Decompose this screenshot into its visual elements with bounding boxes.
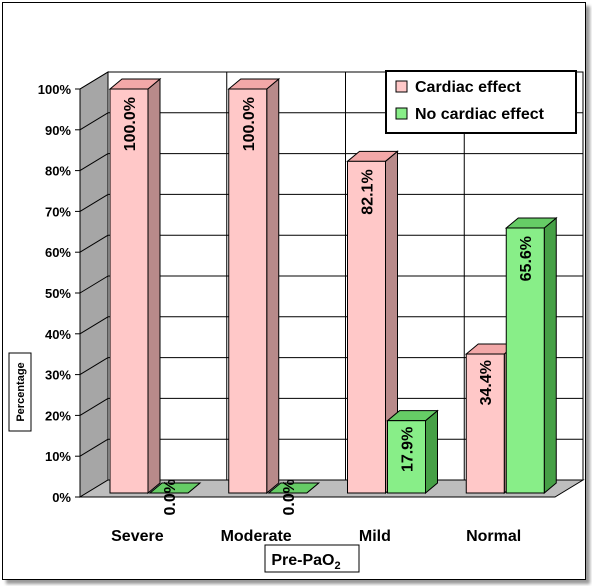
bar-front xyxy=(465,353,505,494)
bar-normal-no-cardiac-effect xyxy=(504,216,558,495)
bar-side xyxy=(425,409,438,495)
bar-front xyxy=(347,160,386,494)
bar-front xyxy=(109,88,149,494)
bar-top xyxy=(148,482,202,494)
gridline-side xyxy=(79,316,109,335)
y-axis-label: Percentage xyxy=(8,352,32,432)
x-tick-label: Moderate xyxy=(221,528,292,545)
bar-mild-no-cardiac-effect xyxy=(386,409,439,495)
data-label: 82.1% xyxy=(360,169,377,214)
bar-moderate-cardiac-effect xyxy=(227,77,281,495)
bar-top xyxy=(267,482,321,494)
legend-box xyxy=(385,70,577,134)
data-label: 65.6% xyxy=(518,236,535,281)
legend-swatch xyxy=(395,107,408,120)
y-axis-label-text: Percentage xyxy=(15,362,27,421)
gridline-side xyxy=(79,234,109,253)
x-axis-label-subscript: 2 xyxy=(335,560,341,572)
bar-severe-cardiac-effect xyxy=(108,77,162,495)
bars xyxy=(108,77,558,495)
x-axis-ticks: Severe Moderate Mild Normal xyxy=(111,528,521,545)
gridline-side xyxy=(79,193,109,212)
data-label: 34.4% xyxy=(478,360,495,405)
bar-front xyxy=(228,88,268,494)
y-tick-label: 80% xyxy=(45,164,71,179)
data-label: 0.0% xyxy=(162,479,179,515)
y-tick-label: 60% xyxy=(45,245,71,260)
bar-mild-cardiac-effect xyxy=(346,150,399,495)
x-tick-label: Normal xyxy=(466,528,521,545)
data-label: 17.9% xyxy=(400,427,417,472)
x-axis-label-text: Pre-PaO xyxy=(271,552,334,569)
gridline-side xyxy=(79,438,109,457)
gridline-side xyxy=(79,153,109,172)
legend: Cardiac effect No cardiac effect xyxy=(385,70,577,134)
data-label: 0.0% xyxy=(281,479,298,515)
legend-label: No cardiac effect xyxy=(415,106,545,123)
gridline-side xyxy=(79,357,109,376)
bar-front xyxy=(505,227,545,494)
y-tick-label: 30% xyxy=(45,368,71,383)
y-tick-label: 40% xyxy=(45,327,71,342)
y-tick-label: 0% xyxy=(52,490,71,505)
y-tick-label: 100% xyxy=(38,82,72,97)
x-tick-label: Mild xyxy=(359,528,391,545)
bar-side xyxy=(543,216,557,495)
x-axis-label: Pre-PaO2 xyxy=(264,544,360,573)
bar-side xyxy=(266,77,280,495)
gridline-side xyxy=(79,397,109,416)
gridline-side xyxy=(79,112,109,131)
bar-side xyxy=(147,77,161,495)
data-labels: 100.0% 0.0% 100.0% 0.0% 82.1% 17.9% 34.4% 65.6% xyxy=(122,97,535,515)
x-tick-label: Severe xyxy=(111,528,164,545)
y-tick-label: 50% xyxy=(45,286,71,301)
gridline-side xyxy=(79,71,109,90)
y-tick-label: 70% xyxy=(45,204,71,219)
bar-severe-no-cardiac-effect xyxy=(148,482,202,494)
chart-frame: 0% 10% 20% 30% 40% 50% 60% 70% 80% 90% 100% 100.0%… xyxy=(2,2,586,580)
y-tick-label: 90% xyxy=(45,123,71,138)
gridline-side xyxy=(79,275,109,294)
y-axis-ticks: 0% 10% 20% 30% 40% 50% 60% 70% 80% 90% 100% xyxy=(38,82,80,505)
y-tick-label: 20% xyxy=(45,408,71,423)
data-label: 100.0% xyxy=(122,97,139,151)
floor xyxy=(78,479,585,498)
bar-moderate-no-cardiac-effect xyxy=(267,482,321,494)
bar-chart: 0% 10% 20% 30% 40% 50% 60% 70% 80% 90% 100% 100.0%… xyxy=(8,70,585,573)
svg-text:Pre-PaO2: Pre-PaO2 xyxy=(271,552,340,572)
bar-front xyxy=(387,420,426,494)
y-tick-label: 10% xyxy=(45,449,71,464)
legend-swatch xyxy=(395,80,408,93)
data-label: 100.0% xyxy=(241,97,258,151)
legend-label: Cardiac effect xyxy=(415,79,521,96)
